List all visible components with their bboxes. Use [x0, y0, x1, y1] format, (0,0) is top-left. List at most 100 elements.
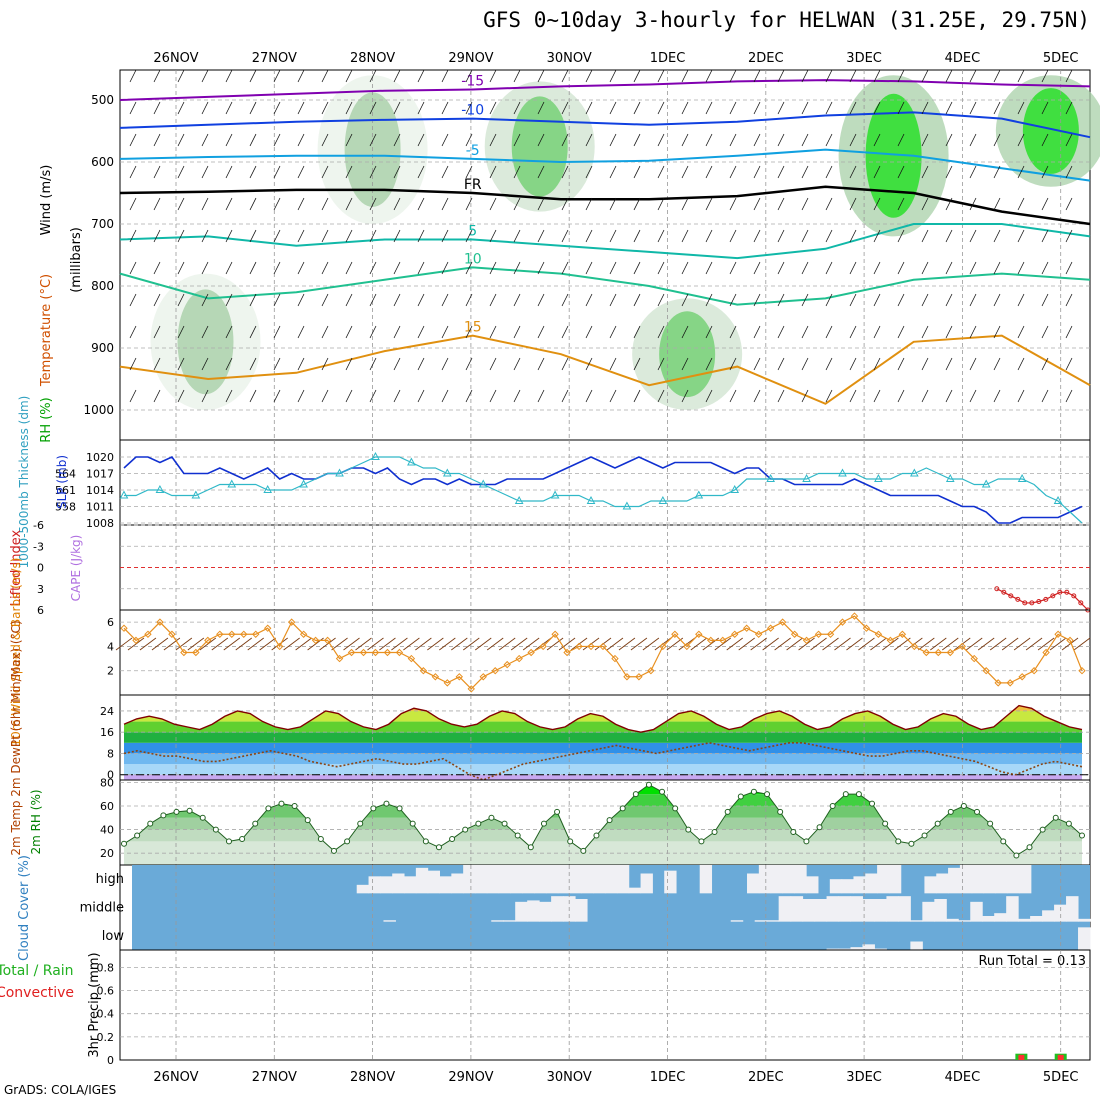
wind-barb	[513, 357, 521, 371]
wind-barb	[825, 69, 833, 83]
wind-barb	[777, 133, 785, 147]
wind-barb	[849, 389, 857, 403]
thickness-marker	[371, 451, 380, 460]
cloud-cell	[910, 920, 923, 922]
wind-barb	[945, 229, 953, 243]
wind-barb	[609, 165, 617, 179]
wind-barb	[753, 293, 761, 307]
wind-barb	[465, 197, 473, 211]
wind-barb	[825, 261, 833, 275]
rh-marker	[882, 820, 889, 827]
surface-wind-barb	[918, 637, 935, 651]
wind-barb	[969, 101, 977, 115]
wind-speed-marker	[144, 630, 152, 638]
surface-wind-barb	[247, 637, 264, 651]
wind-barb	[153, 197, 161, 211]
wind-barb	[897, 325, 905, 339]
wind-barb	[177, 197, 185, 211]
wind-speed-marker	[228, 630, 236, 638]
li-tick-label: -6	[33, 519, 44, 532]
lifted-index-marker	[1057, 589, 1063, 595]
wind-barb	[705, 293, 713, 307]
thickness-marker	[981, 479, 991, 488]
cloud-cell	[1019, 865, 1032, 894]
isotherm-line	[119, 185, 1091, 226]
rh-marker	[357, 820, 364, 827]
wind-speed-marker	[443, 679, 452, 687]
wind-barb	[489, 261, 497, 275]
surface-wind-barb	[187, 637, 205, 651]
wind-barb	[705, 261, 713, 275]
wind-barb	[537, 229, 545, 243]
cloud-cell	[380, 876, 393, 894]
wind-barb	[873, 261, 881, 275]
wind-barb	[657, 261, 665, 275]
thickness-marker	[586, 495, 596, 504]
wind-barb	[225, 261, 233, 275]
wind-barb	[153, 325, 161, 339]
wind-barb	[369, 197, 377, 211]
temperature-axis-label: Temperature (°C)	[39, 274, 54, 387]
wind-speed-marker	[204, 636, 212, 645]
wind-barb	[729, 101, 737, 115]
rh-marker	[1000, 838, 1007, 845]
wind-barb	[489, 101, 497, 115]
rh-marker	[212, 826, 219, 833]
wind-barb	[705, 101, 713, 115]
wind-barb	[273, 197, 281, 211]
wind-barb	[945, 293, 953, 307]
wind-barb	[921, 293, 929, 307]
wind-speed-marker	[599, 642, 607, 651]
wind-barb	[825, 101, 833, 115]
rh-marker	[632, 791, 639, 798]
wind-barb	[537, 325, 545, 339]
wind-speed-marker	[1078, 667, 1086, 675]
cloud-cell	[1042, 910, 1055, 922]
wind-speed-marker	[192, 648, 200, 657]
wind-barb	[273, 229, 281, 243]
wind-barb	[537, 293, 545, 307]
cloud-cell	[522, 865, 535, 894]
wind-barb	[801, 261, 809, 275]
wind-barb	[729, 293, 737, 307]
rh-marker	[659, 788, 666, 795]
wind-barb	[897, 69, 905, 83]
wind-barb	[153, 261, 161, 275]
wind-barb	[321, 261, 329, 275]
wind-barb	[417, 293, 425, 307]
wind-barb	[537, 101, 545, 115]
rh-tick-label: 40	[100, 824, 114, 837]
cloud-cell	[368, 876, 381, 894]
slp-tick-label: 1008	[86, 517, 114, 530]
wind-barb	[441, 69, 449, 83]
cloud-cell	[628, 887, 642, 894]
surface-wind-barb	[259, 637, 276, 651]
wind-barb	[969, 165, 977, 179]
surface-wind-barb	[774, 637, 791, 651]
rh-marker	[239, 836, 246, 843]
wind-speed-marker	[587, 642, 595, 651]
wind-barb	[369, 389, 377, 403]
wind-barb	[561, 357, 569, 371]
rh-marker	[160, 812, 167, 819]
wind-barb	[993, 165, 1001, 179]
wind-speed-marker	[695, 630, 703, 638]
wind-barb	[897, 389, 905, 403]
rh-marker	[567, 838, 574, 845]
wind-barb	[657, 165, 665, 179]
wind-speed-marker	[120, 624, 128, 632]
thickness-marker	[730, 484, 740, 493]
lifted-index-marker	[1071, 593, 1077, 599]
wind-barb	[513, 325, 521, 339]
cloud-cell	[862, 944, 875, 950]
wind-barb	[513, 197, 521, 211]
rh-marker	[462, 826, 469, 833]
wind-speed-marker	[359, 648, 368, 657]
cloud-cell	[534, 865, 547, 894]
wind-barb	[921, 229, 929, 243]
wind-barb	[873, 293, 881, 307]
surface-wind-barb	[355, 637, 372, 651]
wind-barb	[681, 69, 689, 83]
rh-marker	[121, 840, 127, 847]
